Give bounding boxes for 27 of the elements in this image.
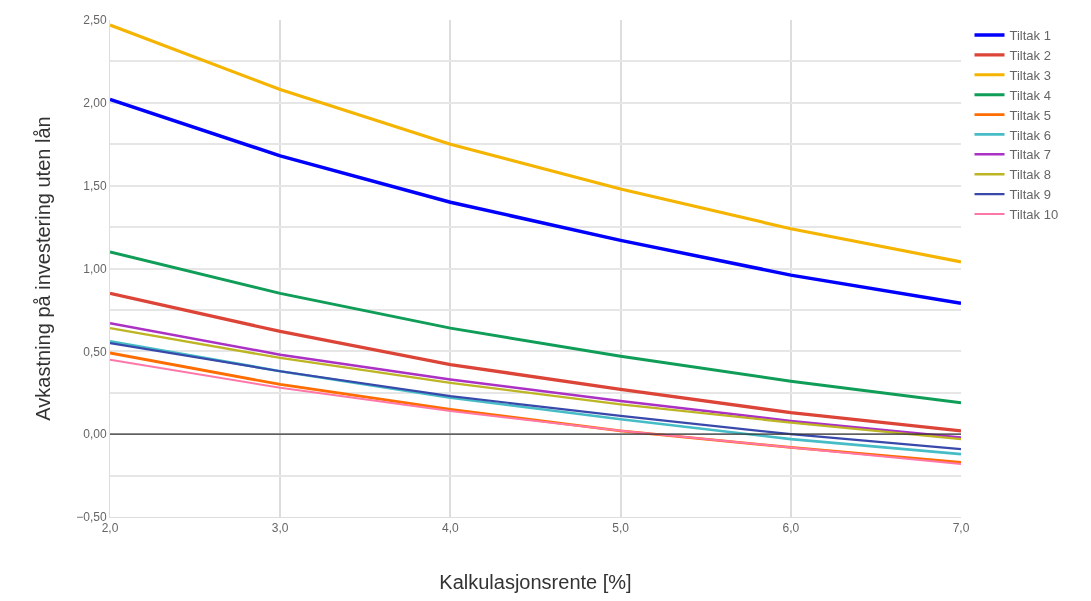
legend-label: Tiltak 5	[1009, 107, 1051, 123]
line-series	[110, 291, 961, 433]
y-tick-label: 0,00	[83, 427, 107, 442]
x-axis-title: Kalkulasjonsrente [%]	[439, 570, 632, 593]
x-tick-label: 7,0	[952, 521, 970, 536]
y-tick-label: 2,50	[83, 13, 107, 28]
x-tick-label: 4,0	[442, 521, 460, 536]
legend-label: Tiltak 1	[1009, 28, 1051, 44]
legend-label: Tiltak 3	[1009, 67, 1051, 83]
x-tick-label: 3,0	[271, 521, 289, 536]
legend-label: Tiltak 8	[1009, 167, 1051, 183]
line-series	[110, 97, 961, 306]
legend-label: Tiltak 7	[1009, 147, 1051, 163]
legend-label: Tiltak 4	[1009, 87, 1051, 103]
legend-label: Tiltak 9	[1009, 187, 1051, 203]
y-tick-label: 1,00	[83, 261, 107, 276]
legend-label: Tiltak 2	[1009, 47, 1051, 63]
line-series	[110, 250, 961, 405]
y-tick-label: 2,00	[83, 96, 107, 111]
legend-label: Tiltak 10	[1009, 207, 1059, 223]
x-tick-label: 6,0	[782, 521, 800, 536]
legend-label: Tiltak 6	[1009, 127, 1051, 143]
x-tick-label: 5,0	[612, 521, 630, 536]
line-series	[110, 23, 961, 264]
y-axis-title: Avkastning på investering uten lån	[31, 116, 54, 421]
y-tick-label: 1,50	[83, 178, 107, 193]
y-tick-label: 0,50	[83, 344, 107, 359]
